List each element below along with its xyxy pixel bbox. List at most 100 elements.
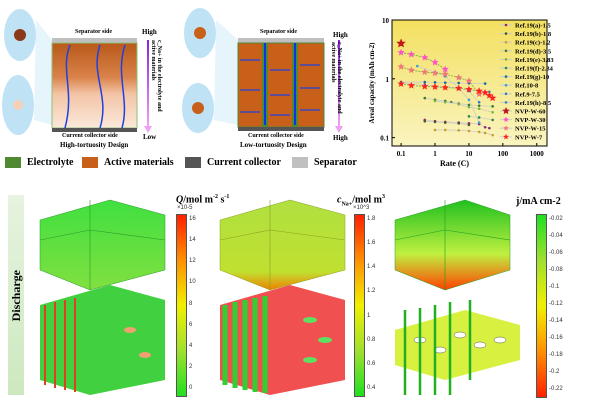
series-line [434, 100, 493, 113]
low-label: Low [143, 133, 157, 141]
data-point-star [441, 83, 449, 91]
data-point-star [421, 68, 429, 76]
data-point [467, 98, 471, 102]
y-tick-label: 0.1 [380, 135, 389, 143]
low-tortuosity-diagram [182, 8, 343, 133]
data-point-star [475, 90, 483, 98]
colorbar-tick: 8 [189, 300, 193, 307]
data-point [467, 129, 471, 133]
colorbar-tick: 0.8 [367, 336, 376, 343]
legend-marker [504, 75, 508, 78]
c-panel-top [219, 199, 346, 291]
colorbar-tick: -0.18 [549, 352, 563, 358]
legend-marker [504, 58, 508, 61]
legend-label: Ref.9-7.5 [515, 91, 541, 98]
colorbar-tick: 0.4 [367, 385, 376, 391]
legend-label: NVP-W-30 [515, 117, 545, 124]
data-point-star [407, 66, 415, 74]
data-point-star [407, 50, 415, 58]
data-point-star [397, 48, 405, 56]
x-tick-label: 0.1 [397, 150, 406, 158]
data-point [443, 121, 447, 124]
discharge-label: Discharge [9, 270, 23, 322]
data-point-star [465, 77, 473, 84]
high-label-bottom: High [333, 134, 348, 142]
separator-label: Separator side [260, 29, 298, 35]
y-tick-label: 1 [386, 76, 390, 84]
data-point [491, 110, 494, 114]
data-point [433, 120, 437, 124]
data-point [457, 102, 461, 106]
data-point [423, 119, 427, 123]
c-scale: ×10^3 [353, 205, 370, 211]
colorbar-tick: 2 [189, 363, 193, 370]
colorbar-tick: 1.4 [367, 264, 376, 271]
legend-label: Ref.19(d)-3.5 [515, 48, 552, 55]
colorbar-tick: 1 [367, 312, 371, 319]
legend-label: Ref.10-8 [515, 83, 539, 90]
colorbar-tick: 1.6 [367, 240, 376, 247]
legend-label: Ref.19(f)-2.34 [515, 66, 554, 73]
high-tortuosity-diagram [2, 9, 152, 135]
colorbar-tick: -0.14 [549, 318, 563, 324]
data-point [443, 81, 447, 84]
data-point [433, 99, 437, 103]
data-point-star [421, 82, 429, 90]
data-point-star [489, 94, 497, 102]
collector-label: Current collector side [62, 133, 118, 139]
high-label: High [333, 31, 348, 39]
data-point-star [431, 58, 439, 66]
legend-marker [504, 49, 508, 53]
data-point [423, 96, 427, 100]
legend-marker [503, 133, 509, 140]
legend-marker [504, 23, 508, 27]
diagram-title: Low-tortuosity Design [240, 141, 307, 149]
legend-marker [504, 66, 508, 70]
data-point [457, 129, 461, 132]
data-point-star [431, 69, 439, 77]
colorbar-tick: -0.16 [549, 335, 563, 341]
separator-label: Separator side [75, 29, 113, 35]
colorbar-tick: 4 [189, 342, 193, 349]
legend-electrolyte: Electrolyte [5, 157, 73, 168]
data-point [477, 100, 481, 104]
particle-icon [14, 29, 26, 41]
legend-marker [502, 107, 510, 115]
legend-label: Ref.19(h)-8.5 [515, 100, 552, 107]
x-tick-label: 100 [498, 150, 509, 158]
data-point-star [396, 38, 406, 48]
legend-label: NVP-W-7 [515, 134, 543, 141]
data-point-star [431, 83, 439, 90]
data-point [415, 64, 419, 68]
data-point [483, 125, 487, 129]
colorbar-tick: 14 [189, 237, 196, 244]
colorbar-tick: -0.22 [549, 386, 563, 392]
data-point [491, 133, 494, 137]
data-point-star [397, 80, 405, 87]
collector-label: Current collector side [248, 133, 304, 139]
colorbar-tick: 0 [189, 385, 193, 391]
x-tick-label: 1000 [530, 150, 545, 158]
data-point [477, 104, 481, 107]
data-point-star [441, 70, 449, 78]
colorbar-tick: 16 [189, 216, 196, 222]
data-point-star [465, 85, 473, 93]
x-axis-label: Rate (C) [440, 159, 469, 168]
data-point [433, 128, 437, 132]
data-point [477, 121, 481, 124]
data-point [457, 81, 461, 85]
data-point-star [407, 81, 415, 89]
data-point [467, 115, 471, 118]
y-tick-label: 10 [382, 17, 390, 25]
data-point [488, 126, 491, 130]
legend-marker [503, 116, 509, 122]
data-point-star [455, 73, 463, 81]
legend-separator: Separator [292, 157, 357, 168]
q-title: Q/mol m-2 s-1 [176, 194, 230, 206]
colorbar-tick: 10 [189, 279, 196, 286]
colorbar-tick: 0.6 [367, 360, 376, 367]
data-point [457, 122, 461, 125]
colorbar-tick: 1.2 [367, 288, 376, 295]
x-tick-label: 1 [433, 150, 437, 158]
